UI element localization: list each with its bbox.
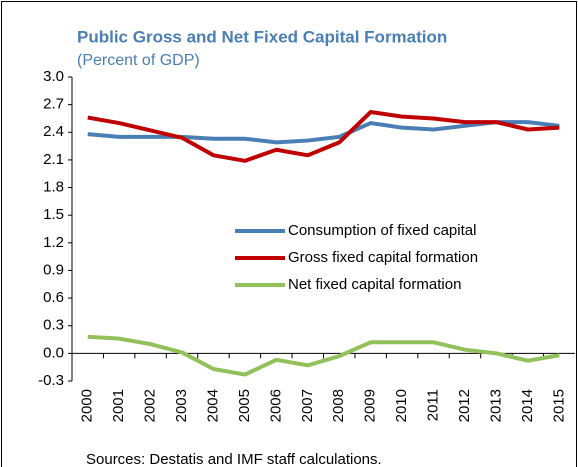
y-tick-label: 2.7 xyxy=(43,96,64,113)
x-tick-label: 2011 xyxy=(425,389,442,421)
x-tick-label: 2003 xyxy=(173,389,190,422)
x-tick-label: 2008 xyxy=(330,389,347,422)
x-tick-label: 2014 xyxy=(519,389,536,422)
y-tick-label: 0.6 xyxy=(43,289,64,306)
y-tick-label: 0.9 xyxy=(43,261,64,278)
x-tick-label: 2010 xyxy=(393,389,410,422)
y-tick-label: 1.2 xyxy=(43,234,64,251)
series-line xyxy=(87,334,560,377)
x-tick-label: 2002 xyxy=(142,389,159,422)
x-tick-label: 2013 xyxy=(487,389,504,422)
x-tick-label: 2009 xyxy=(362,389,379,422)
y-tick-label: 2.1 xyxy=(43,151,64,168)
y-tick-label: 0.3 xyxy=(43,317,64,334)
x-tick-label: 2004 xyxy=(204,389,221,422)
x-tick-label: 2000 xyxy=(79,389,96,422)
y-tick-label: -0.3 xyxy=(38,372,64,389)
x-tick-label: 2007 xyxy=(299,389,316,422)
chart-subtitle: (Percent of GDP) xyxy=(77,52,200,69)
y-tick-label: 0.0 xyxy=(43,344,64,361)
x-tick-label: 2015 xyxy=(550,389,567,422)
legend-label: Net fixed capital formation xyxy=(288,276,461,293)
y-tick-label: 1.8 xyxy=(43,179,64,196)
y-tick-label: 3.0 xyxy=(43,68,64,85)
source-note: Sources: Destatis and IMF staff calculat… xyxy=(86,451,382,467)
x-tick-label: 2012 xyxy=(456,389,473,422)
legend-label: Consumption of fixed capital xyxy=(288,222,476,239)
series-line xyxy=(87,110,560,163)
chart-title: Public Gross and Net Fixed Capital Forma… xyxy=(77,27,447,46)
x-tick-label: 2001 xyxy=(110,389,127,422)
x-tick-label: 2005 xyxy=(236,389,253,422)
x-tick-label: 2006 xyxy=(267,389,284,422)
y-tick-label: 1.5 xyxy=(43,206,64,223)
y-tick-label: 2.4 xyxy=(43,123,64,140)
legend-label: Gross fixed capital formation xyxy=(288,249,478,266)
